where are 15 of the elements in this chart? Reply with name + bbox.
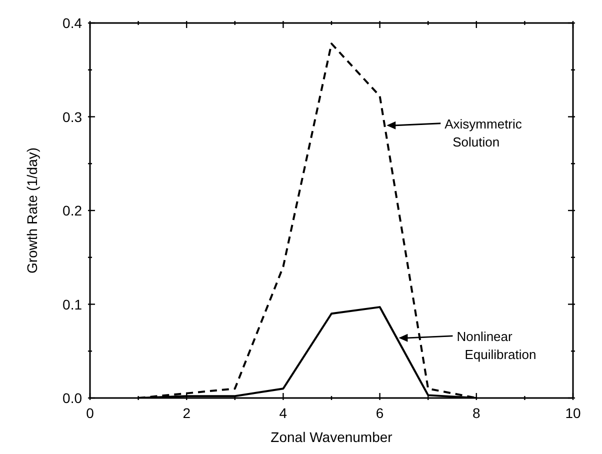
annotation: Axisymmetric Solution: [444, 116, 522, 150]
x-tick-label: 8: [472, 405, 480, 421]
x-axis-title: Zonal Wavenumber: [270, 429, 393, 445]
y-tick-label: 0.2: [62, 202, 82, 218]
x-tick-label: 4: [279, 405, 288, 421]
y-tick-label: 0.4: [62, 15, 82, 31]
y-tick-label: 0.0: [62, 390, 82, 406]
x-tick-label: 0: [86, 405, 94, 421]
annotation: Nonlinear Equilibration: [456, 328, 536, 362]
y-tick-label: 0.1: [62, 296, 82, 312]
y-tick-label: 0.3: [62, 108, 82, 125]
y-axis-title: Growth Rate (1/day): [24, 147, 40, 274]
x-tick-label: 6: [376, 405, 384, 421]
x-tick-label: 10: [565, 405, 581, 421]
x-tick-label: 2: [182, 405, 191, 421]
